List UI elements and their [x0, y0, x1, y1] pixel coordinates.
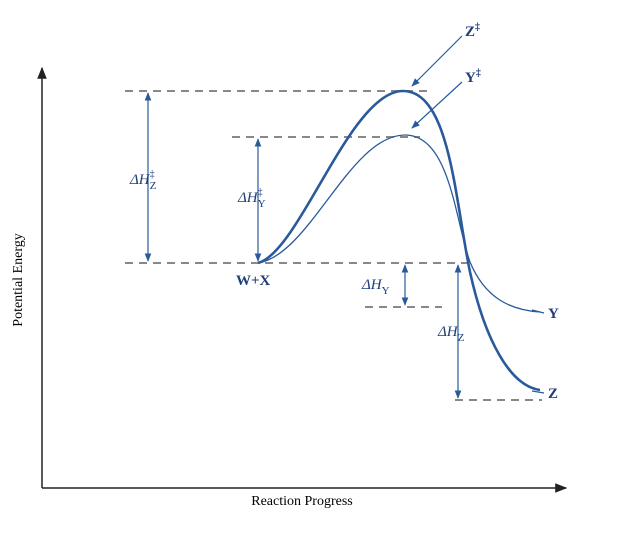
- pointer-product-y: [531, 309, 545, 314]
- pointer-ts-z: [411, 35, 463, 87]
- label-activation-z: ΔH‡ Z: [129, 169, 157, 192]
- label-product-y: Y: [548, 306, 559, 322]
- curve-y: [257, 134, 541, 313]
- label-reaction-z: ΔHZ: [437, 324, 465, 344]
- label-product-z: Z: [548, 386, 558, 402]
- x-axis-label: Reaction Progress: [251, 494, 352, 509]
- label-ts-z: Z‡: [465, 22, 480, 40]
- label-reactants: W+X: [236, 273, 271, 289]
- label-ts-y: Y‡: [465, 68, 481, 86]
- y-axis-label: Potential Energy: [11, 233, 26, 326]
- pointer-product-z: [531, 390, 545, 394]
- label-activation-y: ΔH‡ Y: [237, 187, 266, 210]
- curve-z: [257, 89, 541, 392]
- label-reaction-y: ΔHY: [361, 277, 390, 297]
- pointer-ts-y: [411, 81, 463, 129]
